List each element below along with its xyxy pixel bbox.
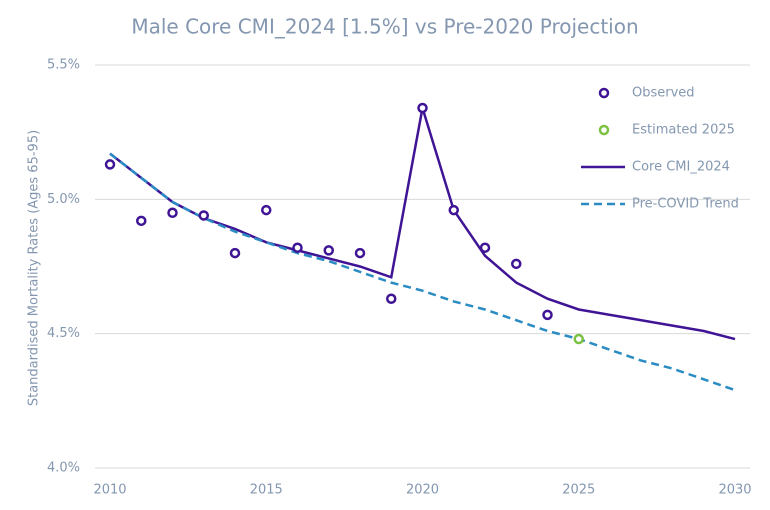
data-point (261, 204, 272, 216)
data-point (323, 245, 334, 256)
data-point (198, 210, 209, 221)
data-point (354, 247, 366, 259)
data-point (511, 258, 522, 270)
data-point (417, 102, 428, 114)
data-point (229, 247, 241, 259)
data-point (542, 309, 553, 321)
data-point (136, 215, 147, 227)
x-tick-label: 2020 (406, 483, 439, 498)
y-tick-label: 4.5% (47, 326, 80, 341)
data-point (292, 242, 303, 253)
x-tick-label: 2015 (250, 483, 283, 498)
data-point (448, 204, 459, 216)
series-line (109, 152, 736, 392)
x-tick-label: 2025 (562, 483, 595, 498)
y-tick-label: 5.0% (47, 192, 80, 207)
y-tick-label: 5.5% (47, 58, 80, 73)
data-point (386, 293, 397, 304)
legend-label: Estimated 2025 (632, 123, 735, 138)
data-point (573, 333, 584, 345)
data-point (479, 242, 491, 253)
series-line (109, 107, 736, 341)
x-tick-label: 2030 (718, 483, 751, 498)
legend-marker (598, 87, 610, 99)
legend-label: Observed (632, 86, 695, 101)
data-point (104, 159, 116, 170)
y-tick-label: 4.0% (47, 461, 80, 476)
x-tick-label: 2010 (93, 483, 126, 498)
y-axis-label: Standardised Mortality Rates (Ages 65-95… (27, 130, 42, 406)
legend-label: Pre-COVID Trend (632, 197, 739, 212)
chart-title: Male Core CMI_2024 [1.5%] vs Pre-2020 Pr… (131, 15, 638, 39)
legend-marker (598, 124, 610, 136)
data-point (167, 207, 178, 219)
legend-label: Core CMI_2024 (632, 160, 730, 175)
